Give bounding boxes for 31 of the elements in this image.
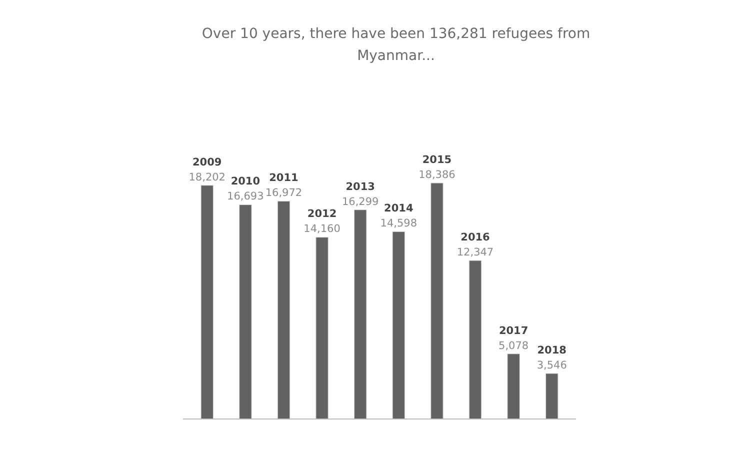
- data-label: 14,160: [304, 223, 340, 236]
- x-tick-label: 2009: [192, 156, 222, 168]
- bar: [200, 185, 214, 420]
- bar: [392, 231, 406, 420]
- bar: [316, 236, 328, 420]
- x-tick-label: 2011: [269, 172, 298, 184]
- bar: [468, 260, 482, 420]
- x-tick-label: 2015: [422, 154, 452, 166]
- x-tick-label: 2012: [307, 208, 337, 220]
- data-label: 3,546: [536, 359, 568, 372]
- bar: [239, 204, 252, 420]
- data-label: 16,972: [265, 187, 302, 200]
- x-tick-label: 2013: [346, 180, 375, 193]
- x-tick-label: 2018: [537, 344, 566, 356]
- data-label: 5,078: [498, 340, 529, 352]
- bar: [430, 182, 444, 420]
- data-label: 18,202: [188, 171, 226, 184]
- data-label: 16,299: [342, 196, 379, 208]
- data-label: 16,693: [227, 190, 264, 203]
- data-label: 12,347: [456, 246, 494, 259]
- bar: [277, 200, 290, 420]
- x-tick-label: 2017: [498, 324, 528, 337]
- bar: [545, 373, 558, 420]
- x-tick-label: 2016: [460, 232, 490, 244]
- x-tick-label: 2010: [230, 176, 260, 188]
- x-tick-label: 2014: [384, 202, 414, 215]
- chart-title: Over 10 years, there have been 136,281 refugees from Myanmar...: [202, 26, 590, 64]
- bar: [507, 354, 520, 420]
- data-label: 18,386: [418, 169, 456, 181]
- bar: [354, 209, 367, 420]
- data-label: 14,598: [380, 218, 418, 230]
